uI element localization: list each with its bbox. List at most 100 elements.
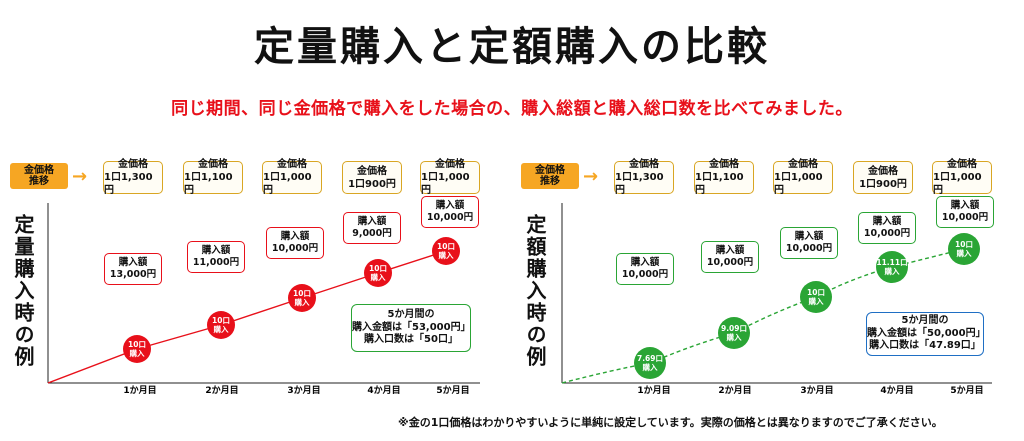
price-value: 1口1,100円 <box>695 172 744 196</box>
left-point-5-label: 購入 <box>438 250 454 260</box>
right-summary-box: 5か月間の 購入金額は「50,000円」 購入口数は「47.89口」 <box>866 312 986 356</box>
price-value: 1口1,000円 <box>774 172 823 196</box>
tag-line-2: 推移 <box>540 176 560 187</box>
left-amount-2: 購入額 11,000円 <box>187 241 245 273</box>
summary-line-1: 5か月間の <box>901 315 949 327</box>
price-trend-tag-right: 金価格 推移 <box>521 163 579 189</box>
left-amount-1: 購入額 13,000円 <box>104 253 162 285</box>
arrow-right-icon: → <box>583 165 599 187</box>
price-box-month-5: 金価格 1口1,000円 <box>420 159 480 196</box>
amount-label: 購入額 <box>357 216 387 227</box>
price-value: 1口1,300円 <box>104 172 153 196</box>
price-label: 金価格 <box>788 159 818 170</box>
price-label: 金価格 <box>118 159 148 170</box>
left-point-2 <box>207 311 235 339</box>
tag-line-1: 金価格 <box>535 165 565 176</box>
left-point-3 <box>288 284 316 312</box>
price-label: 金価格 <box>629 159 659 170</box>
left-point-2-units: 10口 <box>212 316 230 325</box>
tag-line-2: 推移 <box>29 176 49 187</box>
left-month-3: 3か月目 <box>287 385 320 396</box>
price-box-right-month-4: 金価格 1口900円 <box>853 161 913 194</box>
amount-value: 10,000円 <box>426 212 474 223</box>
left-amount-5: 購入額 10,000円 <box>421 196 479 228</box>
price-box-right-month-1: 金価格 1口1,300円 <box>614 159 674 196</box>
left-month-4: 4か月目 <box>367 385 400 396</box>
left-amount-4: 購入額 9,000円 <box>343 212 401 244</box>
right-point-3-label: 購入 <box>808 296 824 306</box>
right-y-label: 定額購入時の例 <box>523 214 547 368</box>
left-point-1-units: 10口 <box>128 340 146 349</box>
price-label: 金価格 <box>357 165 387 177</box>
right-amount-5: 購入額 10,000円 <box>936 196 994 228</box>
amount-value: 10,000円 <box>863 228 911 239</box>
right-amount-3: 購入額 10,000円 <box>780 227 838 259</box>
tag-line-1: 金価格 <box>24 165 54 176</box>
left-month-1: 1か月目 <box>123 385 156 396</box>
amount-value: 10,000円 <box>706 257 754 268</box>
right-month-4: 4か月目 <box>880 385 913 396</box>
left-amount-3: 購入額 10,000円 <box>266 227 324 259</box>
left-point-5-units: 10口 <box>437 242 455 251</box>
right-point-2-units: 9.09口 <box>721 324 747 333</box>
price-value: 1口1,000円 <box>933 172 982 196</box>
right-point-2-label: 購入 <box>726 332 742 342</box>
amount-label: 購入額 <box>435 200 465 211</box>
left-chart-area: 10口 購入 10口 購入 10口 購入 10口 購入 10口 購入 1か月目 … <box>47 203 480 396</box>
right-point-3-units: 10口 <box>807 288 825 297</box>
left-summary-box: 5か月間の 購入金額は「53,000円」 購入口数は「50口」 <box>351 304 471 352</box>
price-value: 1口1,000円 <box>263 172 312 196</box>
page-subtitle: 同じ期間、同じ金価格で購入をした場合の、購入総額と購入総口数を比べてみました。 <box>171 99 853 119</box>
summary-line-2: 購入金額は「53,000円」 <box>352 321 471 333</box>
summary-line-3: 購入口数は「47.89口」 <box>869 340 981 352</box>
right-point-1-label: 購入 <box>642 362 658 372</box>
left-month-2: 2か月目 <box>205 385 238 396</box>
amount-value: 13,000円 <box>109 269 157 280</box>
price-label: 金価格 <box>198 159 228 170</box>
right-month-1: 1か月目 <box>637 385 670 396</box>
price-box-month-2: 金価格 1口1,100円 <box>183 159 243 196</box>
price-box-right-month-2: 金価格 1口1,100円 <box>694 159 754 196</box>
right-point-3 <box>800 281 832 313</box>
price-box-month-3: 金価格 1口1,000円 <box>262 159 322 196</box>
footnote: ※金の1口価格はわかりやすいように単純に設定しています。実際の価格とは異なります… <box>398 416 943 429</box>
left-point-1 <box>123 335 151 363</box>
summary-line-3: 購入口数は「50口」 <box>364 334 458 346</box>
right-amount-1: 購入額 10,000円 <box>616 253 674 285</box>
right-point-5-label: 購入 <box>956 248 972 258</box>
left-point-4-units: 10口 <box>369 264 387 273</box>
left-y-label: 定量購入時の例 <box>11 214 35 368</box>
price-value: 1口900円 <box>859 178 907 190</box>
right-point-4 <box>876 251 908 283</box>
right-month-5: 5か月目 <box>950 385 983 396</box>
amount-label: 購入額 <box>794 231 824 242</box>
price-box-right-month-5: 金価格 1口1,000円 <box>932 159 992 196</box>
left-point-5 <box>432 237 460 265</box>
right-month-2: 2か月目 <box>718 385 751 396</box>
price-value: 1口1,000円 <box>421 172 470 196</box>
amount-value: 9,000円 <box>352 228 392 239</box>
amount-value: 10,000円 <box>785 243 833 254</box>
amount-value: 10,000円 <box>941 212 989 223</box>
right-point-1 <box>634 347 666 379</box>
left-point-1-label: 購入 <box>129 348 145 358</box>
price-value: 1口900円 <box>348 178 396 190</box>
right-point-5-units: 10口 <box>955 240 973 249</box>
right-amount-2: 購入額 10,000円 <box>701 241 759 273</box>
price-value: 1口1,100円 <box>184 172 233 196</box>
price-box-month-4: 金価格 1口900円 <box>342 161 402 194</box>
price-box-month-1: 金価格 1口1,300円 <box>103 159 163 196</box>
price-box-right-month-3: 金価格 1口1,000円 <box>773 159 833 196</box>
right-point-1-units: 7.69口 <box>637 354 663 363</box>
page-title: 定量購入と定額購入の比較 <box>254 24 770 70</box>
left-point-3-units: 10口 <box>293 289 311 298</box>
amount-label: 購入額 <box>715 245 745 256</box>
right-point-5 <box>948 233 980 265</box>
price-label: 金価格 <box>435 159 465 170</box>
left-point-2-label: 購入 <box>213 324 229 334</box>
left-month-5: 5か月目 <box>436 385 469 396</box>
price-label: 金価格 <box>947 159 977 170</box>
right-chart-area: 7.69口 購入 9.09口 購入 10口 購入 11.11口 購入 10口 購… <box>561 203 992 396</box>
amount-label: 購入額 <box>118 257 148 268</box>
amount-label: 購入額 <box>280 231 310 242</box>
